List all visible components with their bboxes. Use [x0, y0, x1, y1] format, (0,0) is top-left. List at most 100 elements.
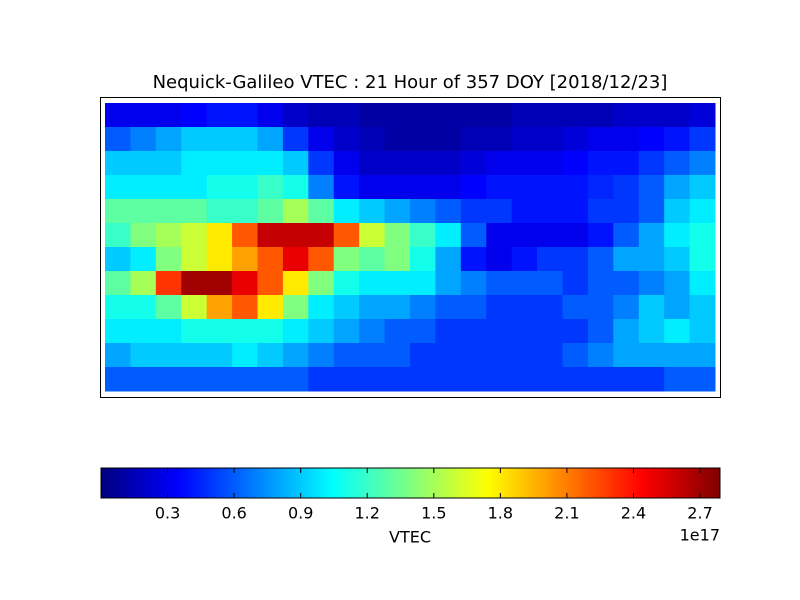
- colorbar-swatch: [351, 468, 356, 498]
- cell: [333, 343, 360, 368]
- cell: [257, 343, 284, 368]
- colorbar-swatch: [218, 468, 223, 498]
- colorbar-tick-label: 1.2: [355, 504, 380, 523]
- cell: [384, 343, 411, 368]
- colorbar-swatch: [620, 468, 625, 498]
- colorbar-tick-label: 0.9: [288, 504, 313, 523]
- colorbar-swatch: [509, 468, 514, 498]
- cell: [511, 343, 538, 368]
- cell: [587, 271, 614, 296]
- colorbar-swatch: [648, 468, 653, 498]
- cell: [130, 271, 157, 296]
- cell: [562, 295, 589, 320]
- cell: [435, 199, 462, 224]
- colorbar-swatch: [617, 468, 622, 498]
- colorbar-swatch: [490, 468, 495, 498]
- cell: [308, 151, 335, 176]
- colorbar-swatch: [673, 468, 678, 498]
- colorbar-swatch: [391, 468, 396, 498]
- cell: [613, 247, 640, 272]
- colorbar-swatch: [472, 468, 476, 498]
- cell: [410, 319, 436, 344]
- cell: [638, 175, 665, 200]
- cell: [689, 199, 716, 224]
- colorbar-swatch: [385, 468, 390, 498]
- colorbar-swatch: [308, 468, 312, 498]
- cell: [537, 199, 563, 224]
- cell: [511, 175, 538, 200]
- colorbar-swatch: [364, 468, 368, 498]
- cell: [105, 271, 131, 296]
- colorbar-swatch: [153, 468, 158, 498]
- colorbar-swatch: [203, 468, 207, 498]
- cell: [333, 151, 360, 176]
- colorbar-swatch: [311, 468, 316, 498]
- colorbar-swatch: [401, 468, 405, 498]
- colorbar-swatch: [286, 468, 291, 498]
- colorbar-swatch: [125, 468, 130, 498]
- cell: [460, 127, 487, 152]
- cell: [613, 319, 640, 344]
- colorbar-swatch: [107, 468, 111, 498]
- cell: [486, 295, 513, 320]
- colorbar-swatch: [664, 468, 668, 498]
- cell: [537, 127, 563, 152]
- colorbar-swatch: [283, 468, 288, 498]
- colorbar-swatch: [655, 468, 659, 498]
- cell: [282, 247, 309, 272]
- colorbar-swatch: [169, 468, 173, 498]
- cell: [181, 295, 208, 320]
- colorbar-swatch: [651, 468, 656, 498]
- colorbar-swatch: [206, 468, 210, 498]
- cell: [257, 199, 284, 224]
- cell: [562, 367, 589, 392]
- cell: [359, 319, 386, 344]
- cell: [537, 343, 563, 368]
- cell: [130, 127, 157, 152]
- cell: [460, 295, 487, 320]
- colorbar-swatch: [221, 468, 226, 498]
- cell: [308, 367, 335, 392]
- colorbar-swatch: [422, 468, 427, 498]
- cell: [460, 199, 487, 224]
- colorbar-swatch: [692, 468, 696, 498]
- cell: [613, 367, 640, 392]
- cell: [435, 295, 462, 320]
- colorbar-swatch: [599, 468, 603, 498]
- colorbar-swatch: [215, 468, 220, 498]
- colorbar-swatch: [704, 468, 709, 498]
- cell: [435, 175, 462, 200]
- cell: [333, 199, 360, 224]
- colorbar-tick-label: 2.4: [621, 504, 646, 523]
- cell: [181, 127, 208, 152]
- cell: [130, 319, 157, 344]
- colorbar-swatch: [624, 468, 628, 498]
- cell: [155, 271, 182, 296]
- colorbar-swatch: [512, 468, 517, 498]
- colorbar-tick-label: 2.7: [687, 504, 712, 523]
- cell: [232, 343, 258, 368]
- cell: [587, 127, 614, 152]
- cell: [232, 247, 258, 272]
- colorbar-swatch: [360, 468, 365, 498]
- colorbar-swatch: [503, 468, 507, 498]
- colorbar-swatch: [274, 468, 278, 498]
- cell: [689, 319, 716, 344]
- cell: [587, 367, 614, 392]
- colorbar-swatch: [494, 468, 498, 498]
- colorbar-swatch: [135, 468, 139, 498]
- cell: [282, 343, 309, 368]
- colorbar-swatch: [230, 468, 235, 498]
- cell: [587, 247, 614, 272]
- cell: [333, 367, 360, 392]
- colorbar-swatch: [357, 468, 362, 498]
- cell: [613, 103, 640, 128]
- colorbar-swatch: [574, 468, 579, 498]
- cell: [486, 127, 513, 152]
- colorbar-swatch: [701, 468, 706, 498]
- cell: [486, 175, 513, 200]
- cell: [511, 271, 538, 296]
- colorbar-swatch: [608, 468, 613, 498]
- colorbar-swatch: [447, 468, 452, 498]
- cell: [638, 199, 665, 224]
